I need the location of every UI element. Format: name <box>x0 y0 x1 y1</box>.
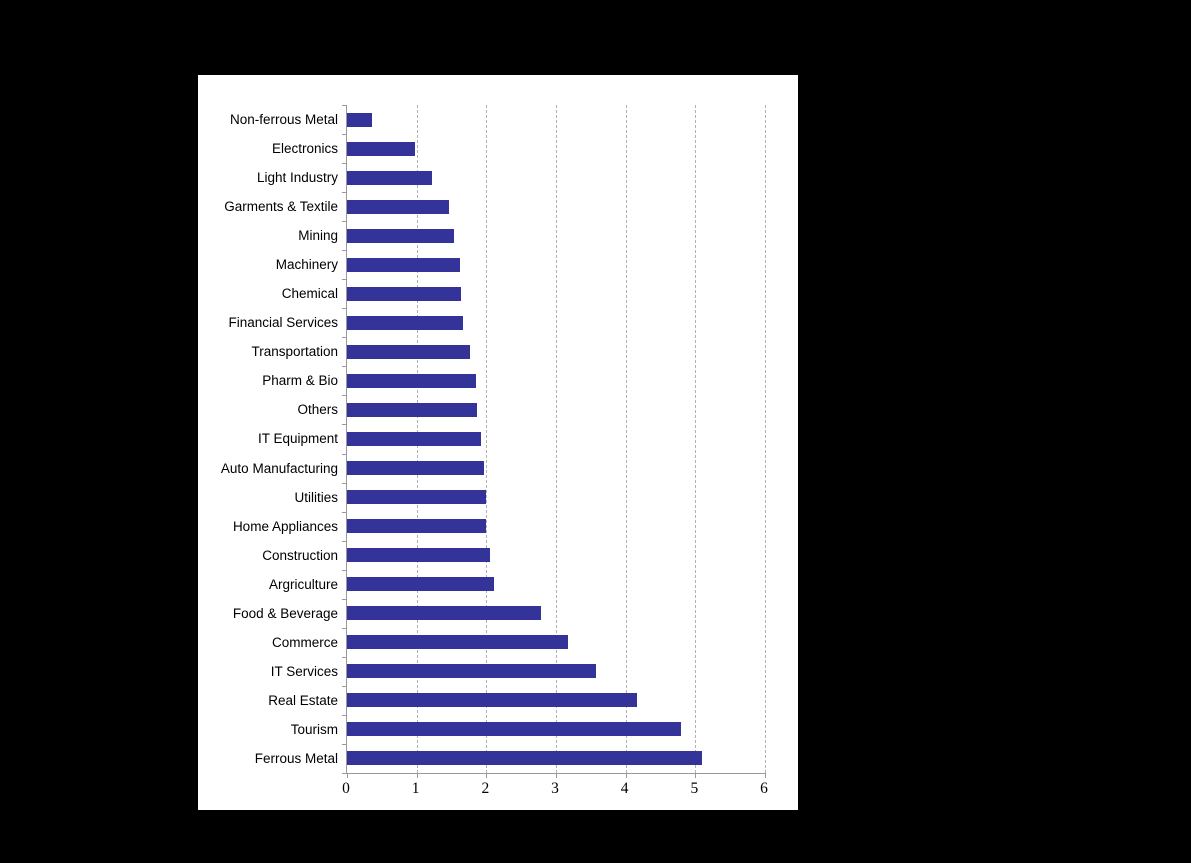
y-axis-tick-mark <box>342 773 347 774</box>
y-axis-tick-mark <box>342 569 347 571</box>
gridline-x-6 <box>765 105 766 773</box>
y-axis-tick-mark <box>342 134 347 136</box>
category-label: Mining <box>298 228 338 244</box>
category-label: Non-ferrous Metal <box>229 112 338 127</box>
category-label: Garments & Textile <box>224 199 338 215</box>
y-axis-tick-mark <box>342 192 347 194</box>
bar-mining <box>347 228 454 243</box>
bar-tourism <box>347 722 682 737</box>
y-axis-tick-mark <box>342 714 347 716</box>
x-tick-label: 4 <box>620 780 629 797</box>
gridline-x-4 <box>625 105 627 773</box>
category-label: IT Equipment <box>257 431 338 447</box>
x-axis-tick-mark <box>556 773 557 778</box>
category-label: Auto Manufacturing <box>220 460 338 476</box>
category-label: Electronics <box>271 141 338 157</box>
bar-light-industry <box>347 170 432 185</box>
bar-ferrous-metal <box>347 751 703 766</box>
x-tick-label: 2 <box>481 780 490 797</box>
y-axis-tick-mark <box>342 743 347 745</box>
bar-food-beverage <box>347 606 541 621</box>
bar-construction <box>347 548 490 563</box>
x-axis-tick-mark <box>416 773 418 778</box>
category-label: Commerce <box>271 634 338 650</box>
y-axis-tick-mark <box>342 279 347 281</box>
y-axis-tick-mark <box>342 163 347 165</box>
y-axis-tick-mark <box>342 482 347 484</box>
bar-financial-services <box>347 315 463 330</box>
x-tick-label: 3 <box>551 780 559 797</box>
x-axis-tick-mark <box>695 773 697 778</box>
y-axis-tick-mark <box>342 250 347 252</box>
category-label: IT Services <box>270 663 338 679</box>
bar-non-ferrous-metal <box>347 112 373 127</box>
bar-others <box>347 402 478 417</box>
category-label: Utilities <box>294 489 338 505</box>
bar-utilities <box>347 490 487 505</box>
x-tick-label: 0 <box>342 780 350 797</box>
y-axis-tick-mark <box>342 598 347 600</box>
y-axis-tick-mark <box>342 685 347 687</box>
y-axis-tick-mark <box>342 337 347 339</box>
category-label: Construction <box>262 547 338 563</box>
y-axis-tick-mark <box>342 627 347 629</box>
category-label: Chemical <box>281 286 338 302</box>
bar-chemical <box>347 286 461 301</box>
category-label: Ferrous Metal <box>254 750 338 766</box>
category-label: Real Estate <box>268 692 338 708</box>
bar-real-estate <box>347 693 637 708</box>
category-label: Transportation <box>251 344 338 360</box>
bar-electronics <box>347 141 415 156</box>
y-axis-tick-mark <box>342 308 347 310</box>
category-label: Pharm & Bio <box>262 373 338 389</box>
x-tick-label: 1 <box>411 780 420 797</box>
bar-pharm-bio <box>347 373 476 388</box>
y-axis-tick-mark <box>342 511 347 513</box>
bar-home-appliances <box>347 519 487 534</box>
category-label: Machinery <box>275 257 338 273</box>
bar-auto-manufacturing <box>347 461 485 476</box>
x-axis-tick-mark <box>765 773 766 778</box>
y-axis-tick-mark <box>342 656 347 658</box>
bar-argriculture <box>347 577 494 592</box>
bar-commerce <box>347 635 568 650</box>
y-axis-tick-mark <box>342 105 347 106</box>
y-axis-tick-mark <box>342 395 347 397</box>
y-axis-tick-mark <box>342 540 347 542</box>
gridline-x-5 <box>695 105 697 773</box>
bar-garments-textile <box>347 199 449 214</box>
x-axis-tick-mark <box>347 773 348 778</box>
category-label: Argriculture <box>268 576 338 592</box>
bar-machinery <box>347 257 460 272</box>
y-axis-tick-mark <box>342 424 347 426</box>
y-axis-tick-mark <box>342 221 347 223</box>
bar-it-equipment <box>347 432 481 446</box>
y-axis-tick-mark <box>342 366 347 368</box>
gridline-x-3 <box>556 105 557 773</box>
category-label: Light Industry <box>256 170 338 186</box>
x-tick-label: 5 <box>690 780 699 797</box>
category-label: Home Appliances <box>232 518 338 534</box>
x-tick-label: 6 <box>760 780 768 797</box>
y-axis-tick-mark <box>342 453 347 455</box>
category-label: Others <box>297 402 338 418</box>
x-axis-tick-labels: 0 1 2 3 4 5 6 <box>342 780 768 802</box>
bar-it-services <box>347 664 597 679</box>
category-label: Tourism <box>290 721 338 737</box>
x-axis-tick-mark <box>486 773 488 778</box>
chart-panel: Non-ferrous Metal Electronics Light Indust… <box>198 75 798 810</box>
x-axis-tick-mark <box>625 773 627 778</box>
category-label: Financial Services <box>228 315 338 331</box>
plot-area <box>342 105 766 778</box>
category-label: Food & Beverage <box>232 605 338 621</box>
gridline-x-2 <box>486 105 488 773</box>
y-axis-category-labels: Non-ferrous Metal Electronics Light Indust… <box>198 105 338 773</box>
bar-transportation <box>347 344 470 359</box>
